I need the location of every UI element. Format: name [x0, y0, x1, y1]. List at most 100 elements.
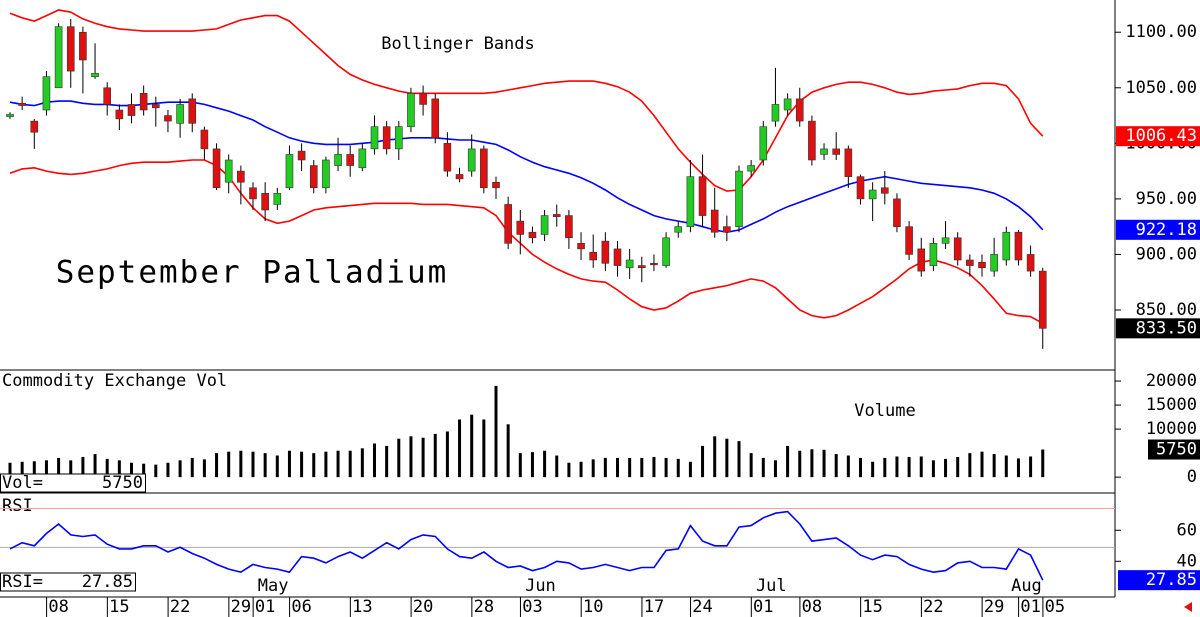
y-tick-label: 40: [1177, 551, 1197, 571]
x-tick-label: 06: [291, 597, 311, 617]
value-caption-number: 27.85: [82, 572, 133, 592]
candle-body: [674, 226, 683, 233]
candle-body: [637, 265, 646, 269]
volume-bar: [81, 456, 85, 478]
volume-bar: [591, 459, 595, 478]
candle-body: [698, 176, 707, 216]
volume-bar: [992, 454, 996, 478]
volume-bar: [154, 464, 158, 478]
candle-body: [966, 259, 974, 266]
candle-body: [528, 231, 537, 239]
value-caption-number: 5750: [102, 473, 143, 493]
x-tick-label: 10: [583, 597, 603, 617]
candle-body: [139, 93, 148, 111]
candle-body: [480, 148, 488, 189]
y-tick-label: 950.00: [1136, 189, 1197, 209]
candle-body: [771, 104, 780, 122]
value-badge: [1116, 126, 1200, 147]
candle-body: [346, 154, 355, 166]
volume-bar: [798, 450, 802, 478]
candle-body: [905, 226, 913, 255]
volume-bar: [944, 458, 948, 478]
volume-bar: [628, 457, 632, 478]
candle-body: [54, 26, 63, 89]
candle-body: [6, 114, 14, 117]
candle-body: [42, 76, 51, 111]
candle-body: [941, 237, 950, 244]
bollinger-band: [9, 100, 1044, 234]
volume-bar: [166, 462, 170, 478]
value-badge-label: 922.18: [1136, 220, 1197, 240]
volume-bar: [20, 461, 24, 478]
volume-bar: [93, 454, 97, 478]
value-badge-label: 5750: [1156, 440, 1197, 460]
x-tick-label: 01: [1020, 597, 1040, 617]
candle-body: [224, 159, 233, 183]
x-tick-label: 01: [753, 597, 773, 617]
volume-bar: [543, 450, 547, 478]
candle-body: [382, 126, 391, 150]
volume-bar: [956, 456, 960, 478]
volume-bar: [397, 438, 401, 478]
volume-bar: [433, 433, 437, 478]
volume-bar: [895, 456, 899, 478]
volume-bar: [300, 451, 304, 478]
volume-bar: [32, 461, 36, 478]
volume-bar: [713, 436, 717, 478]
value-badge: [1148, 439, 1200, 460]
y-tick-label: 60: [1177, 520, 1197, 540]
candle-body: [492, 181, 500, 189]
candle-body: [504, 204, 512, 244]
candle-body: [625, 259, 634, 269]
x-tick-label: 29: [231, 597, 251, 617]
volume-bar: [688, 461, 692, 478]
volume-bar: [810, 449, 814, 478]
value-badge: [1118, 570, 1200, 591]
candle-body: [334, 154, 342, 166]
value-badge-label: 27.85: [1146, 570, 1197, 590]
x-tick-label: 20: [413, 597, 433, 617]
candle-body: [990, 254, 998, 272]
candle-body: [516, 220, 525, 235]
volume-bar: [883, 457, 887, 478]
volume-bar: [227, 451, 231, 478]
volume-bar: [822, 449, 826, 478]
bollinger-band: [9, 159, 1044, 325]
candle-body: [929, 243, 938, 266]
volume-bar: [142, 463, 146, 478]
volume-bar: [482, 419, 486, 478]
value-badge-label: 833.50: [1136, 318, 1197, 338]
volume-bar: [859, 457, 862, 478]
volume-bar: [555, 455, 559, 478]
candle-body: [747, 165, 755, 172]
candle-body: [565, 215, 573, 239]
x-tick-label: 15: [109, 597, 129, 617]
x-tick-label: 22: [923, 597, 943, 617]
volume-bar: [737, 441, 741, 478]
candle-body: [735, 170, 743, 227]
volume-bar: [105, 458, 109, 478]
candle-body: [212, 148, 221, 189]
volume-bar: [518, 453, 522, 478]
volume-bar: [470, 414, 474, 478]
candle-body: [710, 209, 719, 233]
volume-bar: [773, 460, 777, 478]
value-badge: [1116, 219, 1200, 240]
candle-body: [394, 126, 403, 150]
volume-bar: [69, 460, 73, 478]
candle-body: [188, 98, 197, 124]
candle-body: [856, 176, 865, 200]
month-label: Aug: [1011, 576, 1042, 596]
y-tick-label: 850.00: [1136, 300, 1197, 320]
candle-body: [978, 261, 986, 269]
volume-bar: [907, 456, 911, 478]
volume-bar: [190, 457, 194, 478]
candle-body: [662, 237, 670, 266]
volume-bar: [701, 445, 705, 478]
x-tick-label: 08: [802, 597, 822, 617]
candle-body: [613, 248, 622, 266]
candle-body: [759, 126, 768, 161]
volume-bar: [676, 458, 680, 478]
candle-body: [832, 148, 841, 155]
